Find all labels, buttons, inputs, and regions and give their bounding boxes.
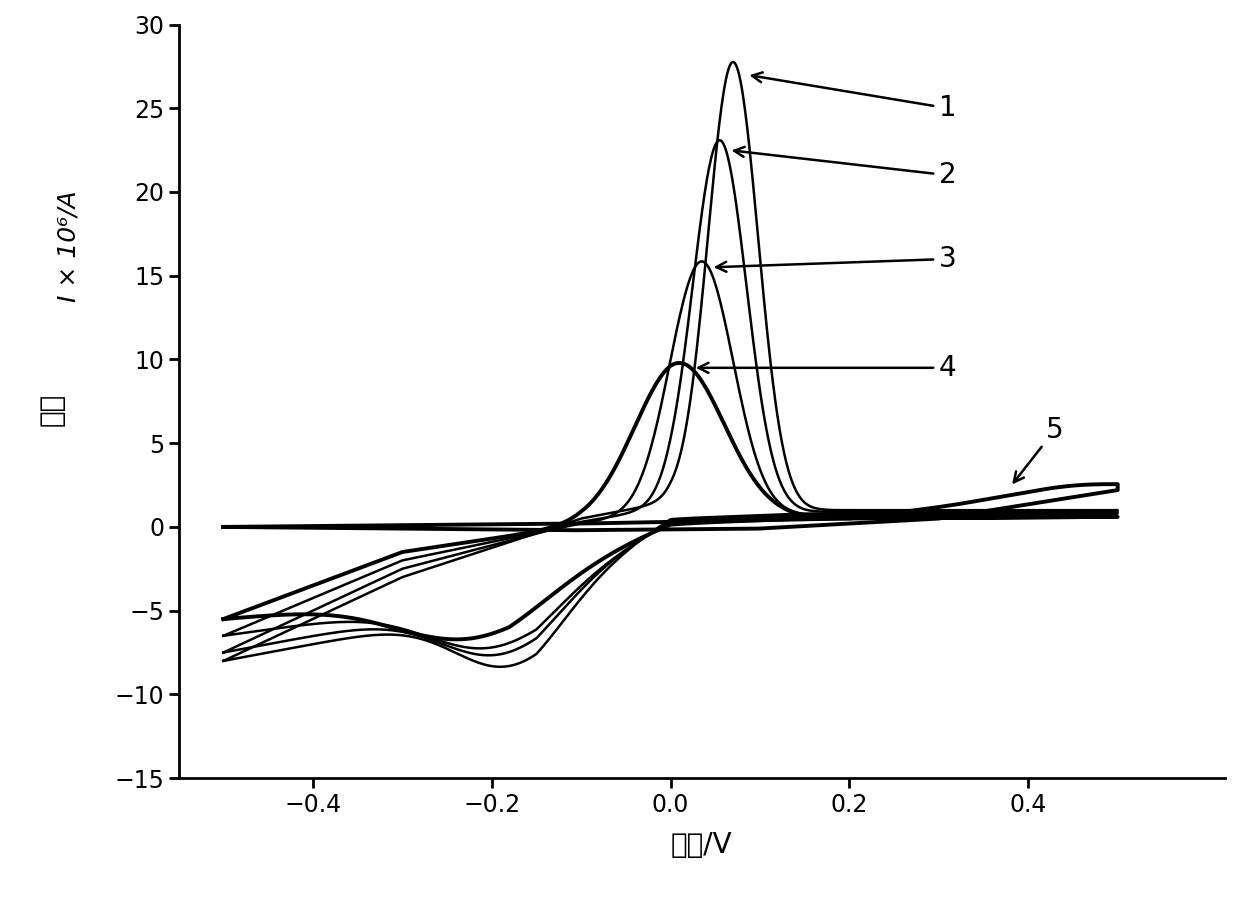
Text: 电流: 电流 <box>38 393 66 426</box>
Text: 5: 5 <box>1014 416 1064 482</box>
X-axis label: 电压/V: 电压/V <box>671 831 733 859</box>
Text: 1: 1 <box>751 73 956 122</box>
Text: 3: 3 <box>717 245 956 273</box>
Text: 4: 4 <box>698 354 956 382</box>
Text: 2: 2 <box>734 147 956 189</box>
Text: I × 10⁶/A: I × 10⁶/A <box>56 190 81 301</box>
